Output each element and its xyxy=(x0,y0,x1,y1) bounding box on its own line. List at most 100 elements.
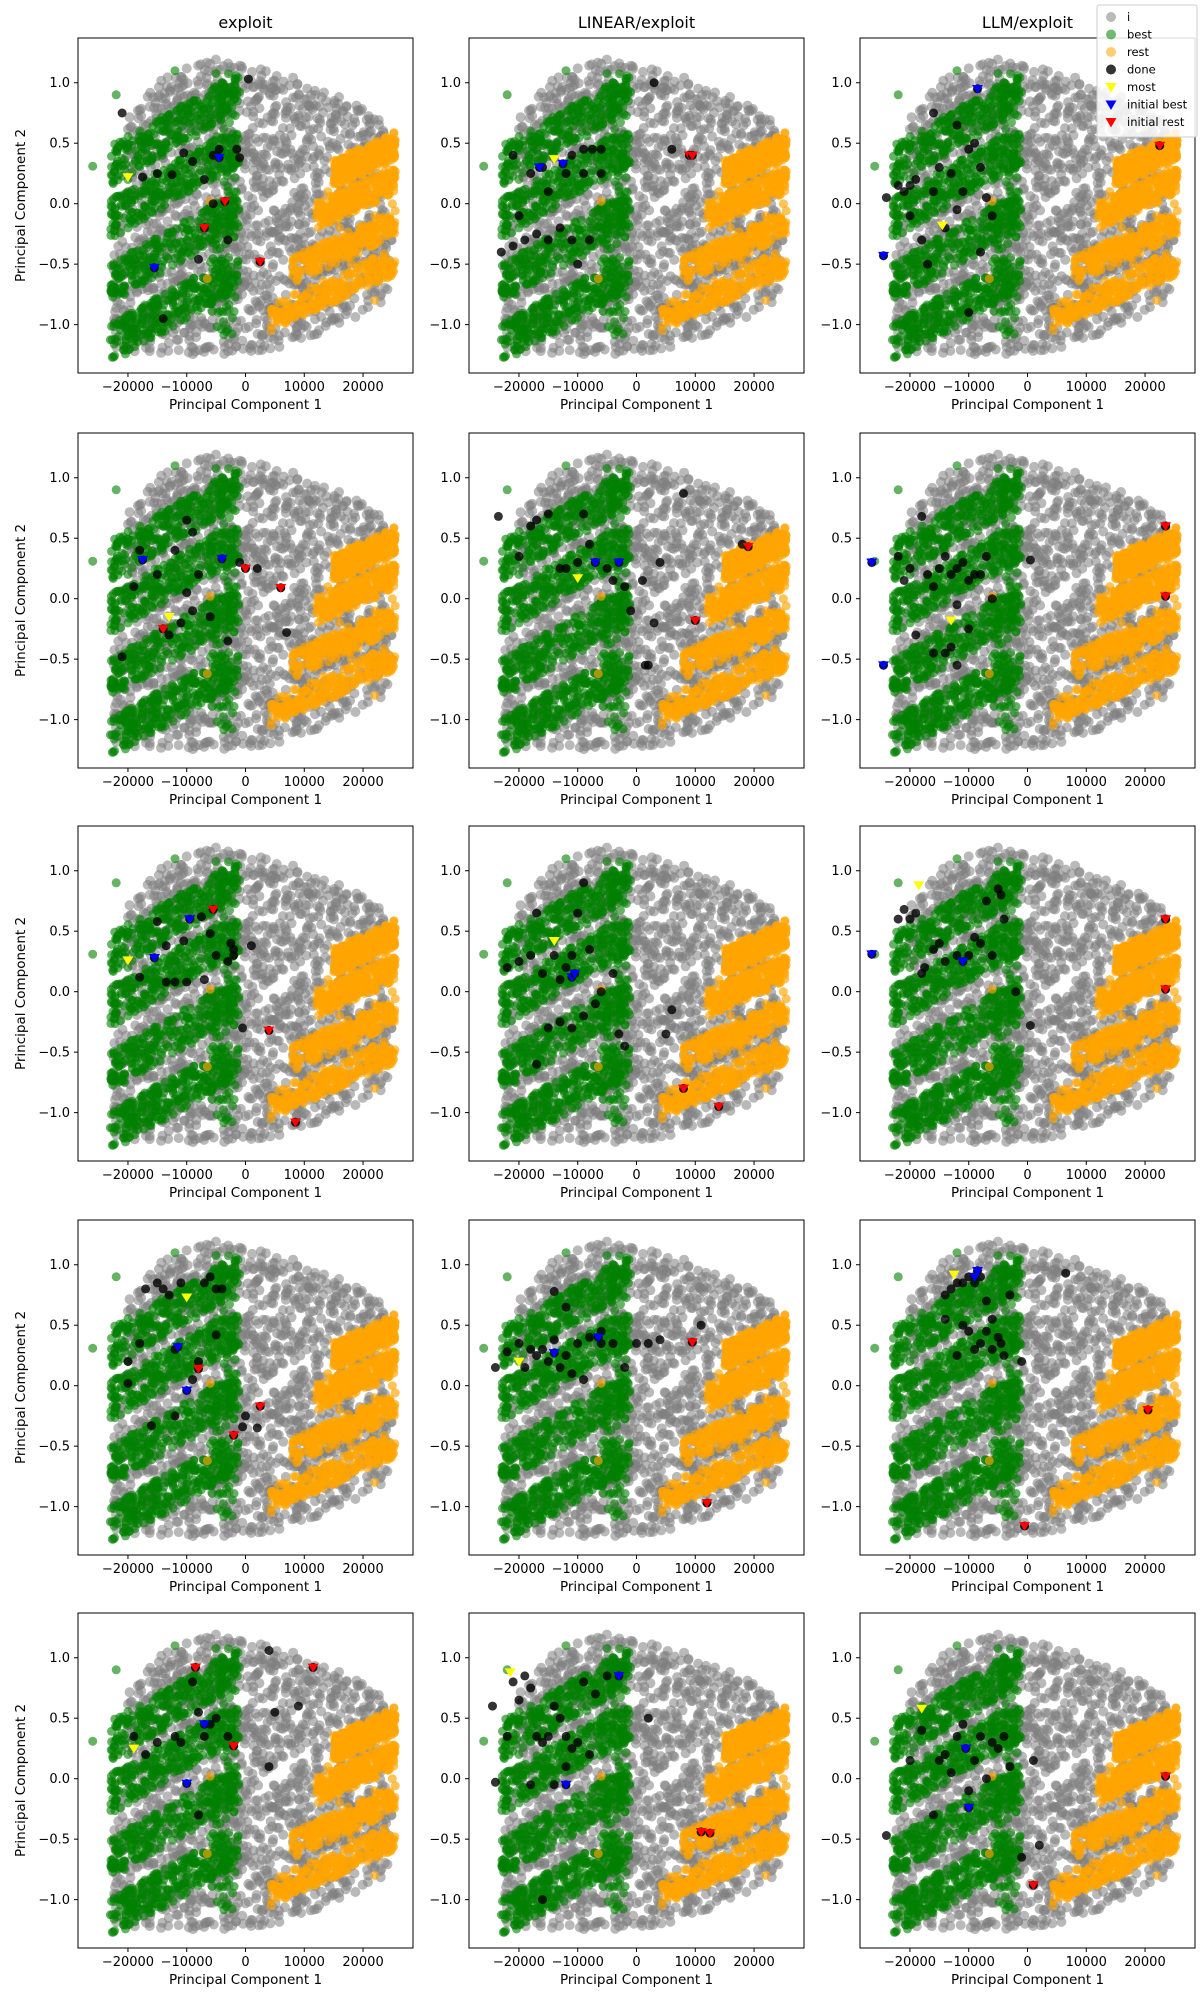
point-best xyxy=(185,215,195,225)
point-rest xyxy=(343,227,353,237)
point-best xyxy=(189,283,199,293)
point-rest xyxy=(370,211,380,221)
point-best xyxy=(229,273,238,283)
x-tick-label: −20000 xyxy=(102,380,154,395)
point-i xyxy=(716,124,727,135)
point-best xyxy=(106,261,116,271)
point-best xyxy=(229,187,239,197)
point-best xyxy=(138,251,148,261)
point-i xyxy=(240,131,251,141)
point-i xyxy=(312,189,323,200)
point-best xyxy=(122,256,132,266)
point-i xyxy=(267,246,278,257)
point-done xyxy=(232,144,242,154)
point-best xyxy=(137,277,147,287)
point-best xyxy=(225,117,234,127)
point-best xyxy=(145,332,155,342)
point-best xyxy=(224,286,234,296)
point-rest xyxy=(390,206,400,216)
point-rest xyxy=(289,290,299,300)
point-best xyxy=(158,175,168,184)
point-i xyxy=(160,93,171,104)
point-i xyxy=(268,135,279,146)
point-i xyxy=(699,124,710,135)
point-i xyxy=(257,331,268,342)
point-rest xyxy=(360,258,370,268)
point-i xyxy=(299,220,310,231)
point-i xyxy=(683,78,694,89)
point-i xyxy=(210,54,221,65)
point-best xyxy=(112,210,122,220)
point-best xyxy=(205,113,215,123)
point-best xyxy=(149,129,159,139)
point-best xyxy=(216,96,226,106)
point-best xyxy=(231,74,240,84)
point-rest xyxy=(329,179,339,189)
point-best xyxy=(147,302,156,311)
point-rest xyxy=(311,283,321,293)
point-best xyxy=(135,126,145,136)
point-i xyxy=(281,217,291,228)
point-i xyxy=(686,210,697,221)
point-best xyxy=(215,289,225,299)
point-best xyxy=(115,315,125,325)
point-rest xyxy=(366,265,376,275)
point-i xyxy=(296,183,307,194)
point-i xyxy=(696,330,707,341)
point-i xyxy=(325,143,336,154)
point-i xyxy=(302,83,313,94)
point-i xyxy=(335,133,346,144)
point-rest xyxy=(350,283,360,293)
x-tick-label: 20000 xyxy=(342,380,383,395)
point-i xyxy=(162,216,173,227)
marker-most xyxy=(122,173,134,183)
point-rest xyxy=(281,317,291,327)
point-best xyxy=(115,228,125,238)
point-best xyxy=(204,105,213,115)
point-i xyxy=(639,285,650,296)
point-best xyxy=(111,192,121,202)
point-i xyxy=(261,151,272,161)
point-rest xyxy=(368,190,378,200)
point-best xyxy=(137,308,147,317)
point-best xyxy=(109,322,119,331)
point-rest xyxy=(266,325,276,335)
point-best xyxy=(196,108,206,118)
point-rest xyxy=(311,205,321,214)
point-i xyxy=(642,315,653,325)
plot-area xyxy=(479,54,791,362)
point-i xyxy=(162,72,173,83)
point-i xyxy=(561,72,572,83)
point-done xyxy=(188,156,198,166)
point-done xyxy=(208,199,218,209)
point-best xyxy=(105,335,115,345)
point-rest xyxy=(318,254,328,264)
point-best xyxy=(230,111,240,121)
point-rest xyxy=(348,239,358,249)
marker-initial-rest xyxy=(198,224,210,233)
point-rest xyxy=(368,146,378,156)
point-best xyxy=(223,324,233,334)
point-rest xyxy=(389,225,399,234)
point-best xyxy=(215,272,225,282)
point-rest xyxy=(283,306,293,316)
point-rest xyxy=(276,308,286,317)
point-i xyxy=(111,302,122,313)
point-best xyxy=(120,281,129,291)
point-rest xyxy=(387,260,397,270)
point-best xyxy=(222,307,232,317)
point-done xyxy=(158,314,168,324)
point-i xyxy=(145,87,156,98)
point-i xyxy=(329,95,340,106)
point-best xyxy=(164,182,174,192)
point-best xyxy=(106,224,116,234)
point-i xyxy=(572,63,583,74)
point-best xyxy=(179,133,189,143)
point-rest xyxy=(338,250,348,260)
point-best xyxy=(121,334,131,344)
point-i xyxy=(685,89,695,100)
point-i xyxy=(248,285,259,296)
point-best xyxy=(218,132,228,142)
point-best xyxy=(88,161,98,171)
point-best xyxy=(118,288,128,298)
